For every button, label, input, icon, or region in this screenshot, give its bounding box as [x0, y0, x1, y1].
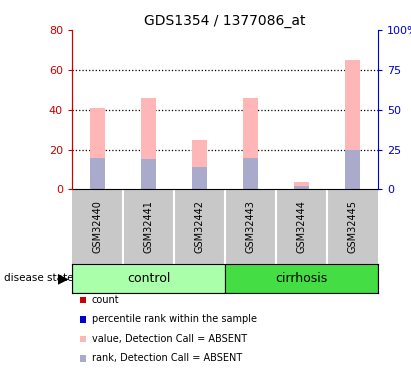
Text: GSM32440: GSM32440 [92, 200, 102, 254]
Text: control: control [127, 272, 170, 285]
Text: GSM32444: GSM32444 [297, 200, 307, 254]
Bar [72, 264, 225, 292]
Bar [294, 182, 309, 189]
Bar [346, 150, 360, 189]
Text: ▶: ▶ [58, 272, 69, 285]
Text: percentile rank within the sample: percentile rank within the sample [92, 315, 256, 324]
Text: GSM32445: GSM32445 [348, 200, 358, 254]
Bar [90, 158, 104, 189]
Bar [243, 98, 258, 189]
Bar [141, 98, 156, 189]
Bar [346, 60, 360, 189]
Bar [90, 108, 104, 189]
Bar [141, 159, 156, 189]
Text: GSM32442: GSM32442 [194, 200, 205, 254]
Title: GDS1354 / 1377086_at: GDS1354 / 1377086_at [144, 13, 306, 28]
Text: disease state: disease state [4, 273, 74, 284]
Text: cirrhosis: cirrhosis [275, 272, 328, 285]
Bar [225, 264, 378, 292]
Bar [192, 168, 207, 189]
Bar [294, 186, 309, 189]
Text: value, Detection Call = ABSENT: value, Detection Call = ABSENT [92, 334, 247, 344]
Text: GSM32441: GSM32441 [143, 200, 153, 254]
Text: rank, Detection Call = ABSENT: rank, Detection Call = ABSENT [92, 354, 242, 363]
Text: GSM32443: GSM32443 [245, 200, 256, 254]
Bar [192, 140, 207, 189]
Text: count: count [92, 295, 119, 305]
Bar [243, 158, 258, 189]
